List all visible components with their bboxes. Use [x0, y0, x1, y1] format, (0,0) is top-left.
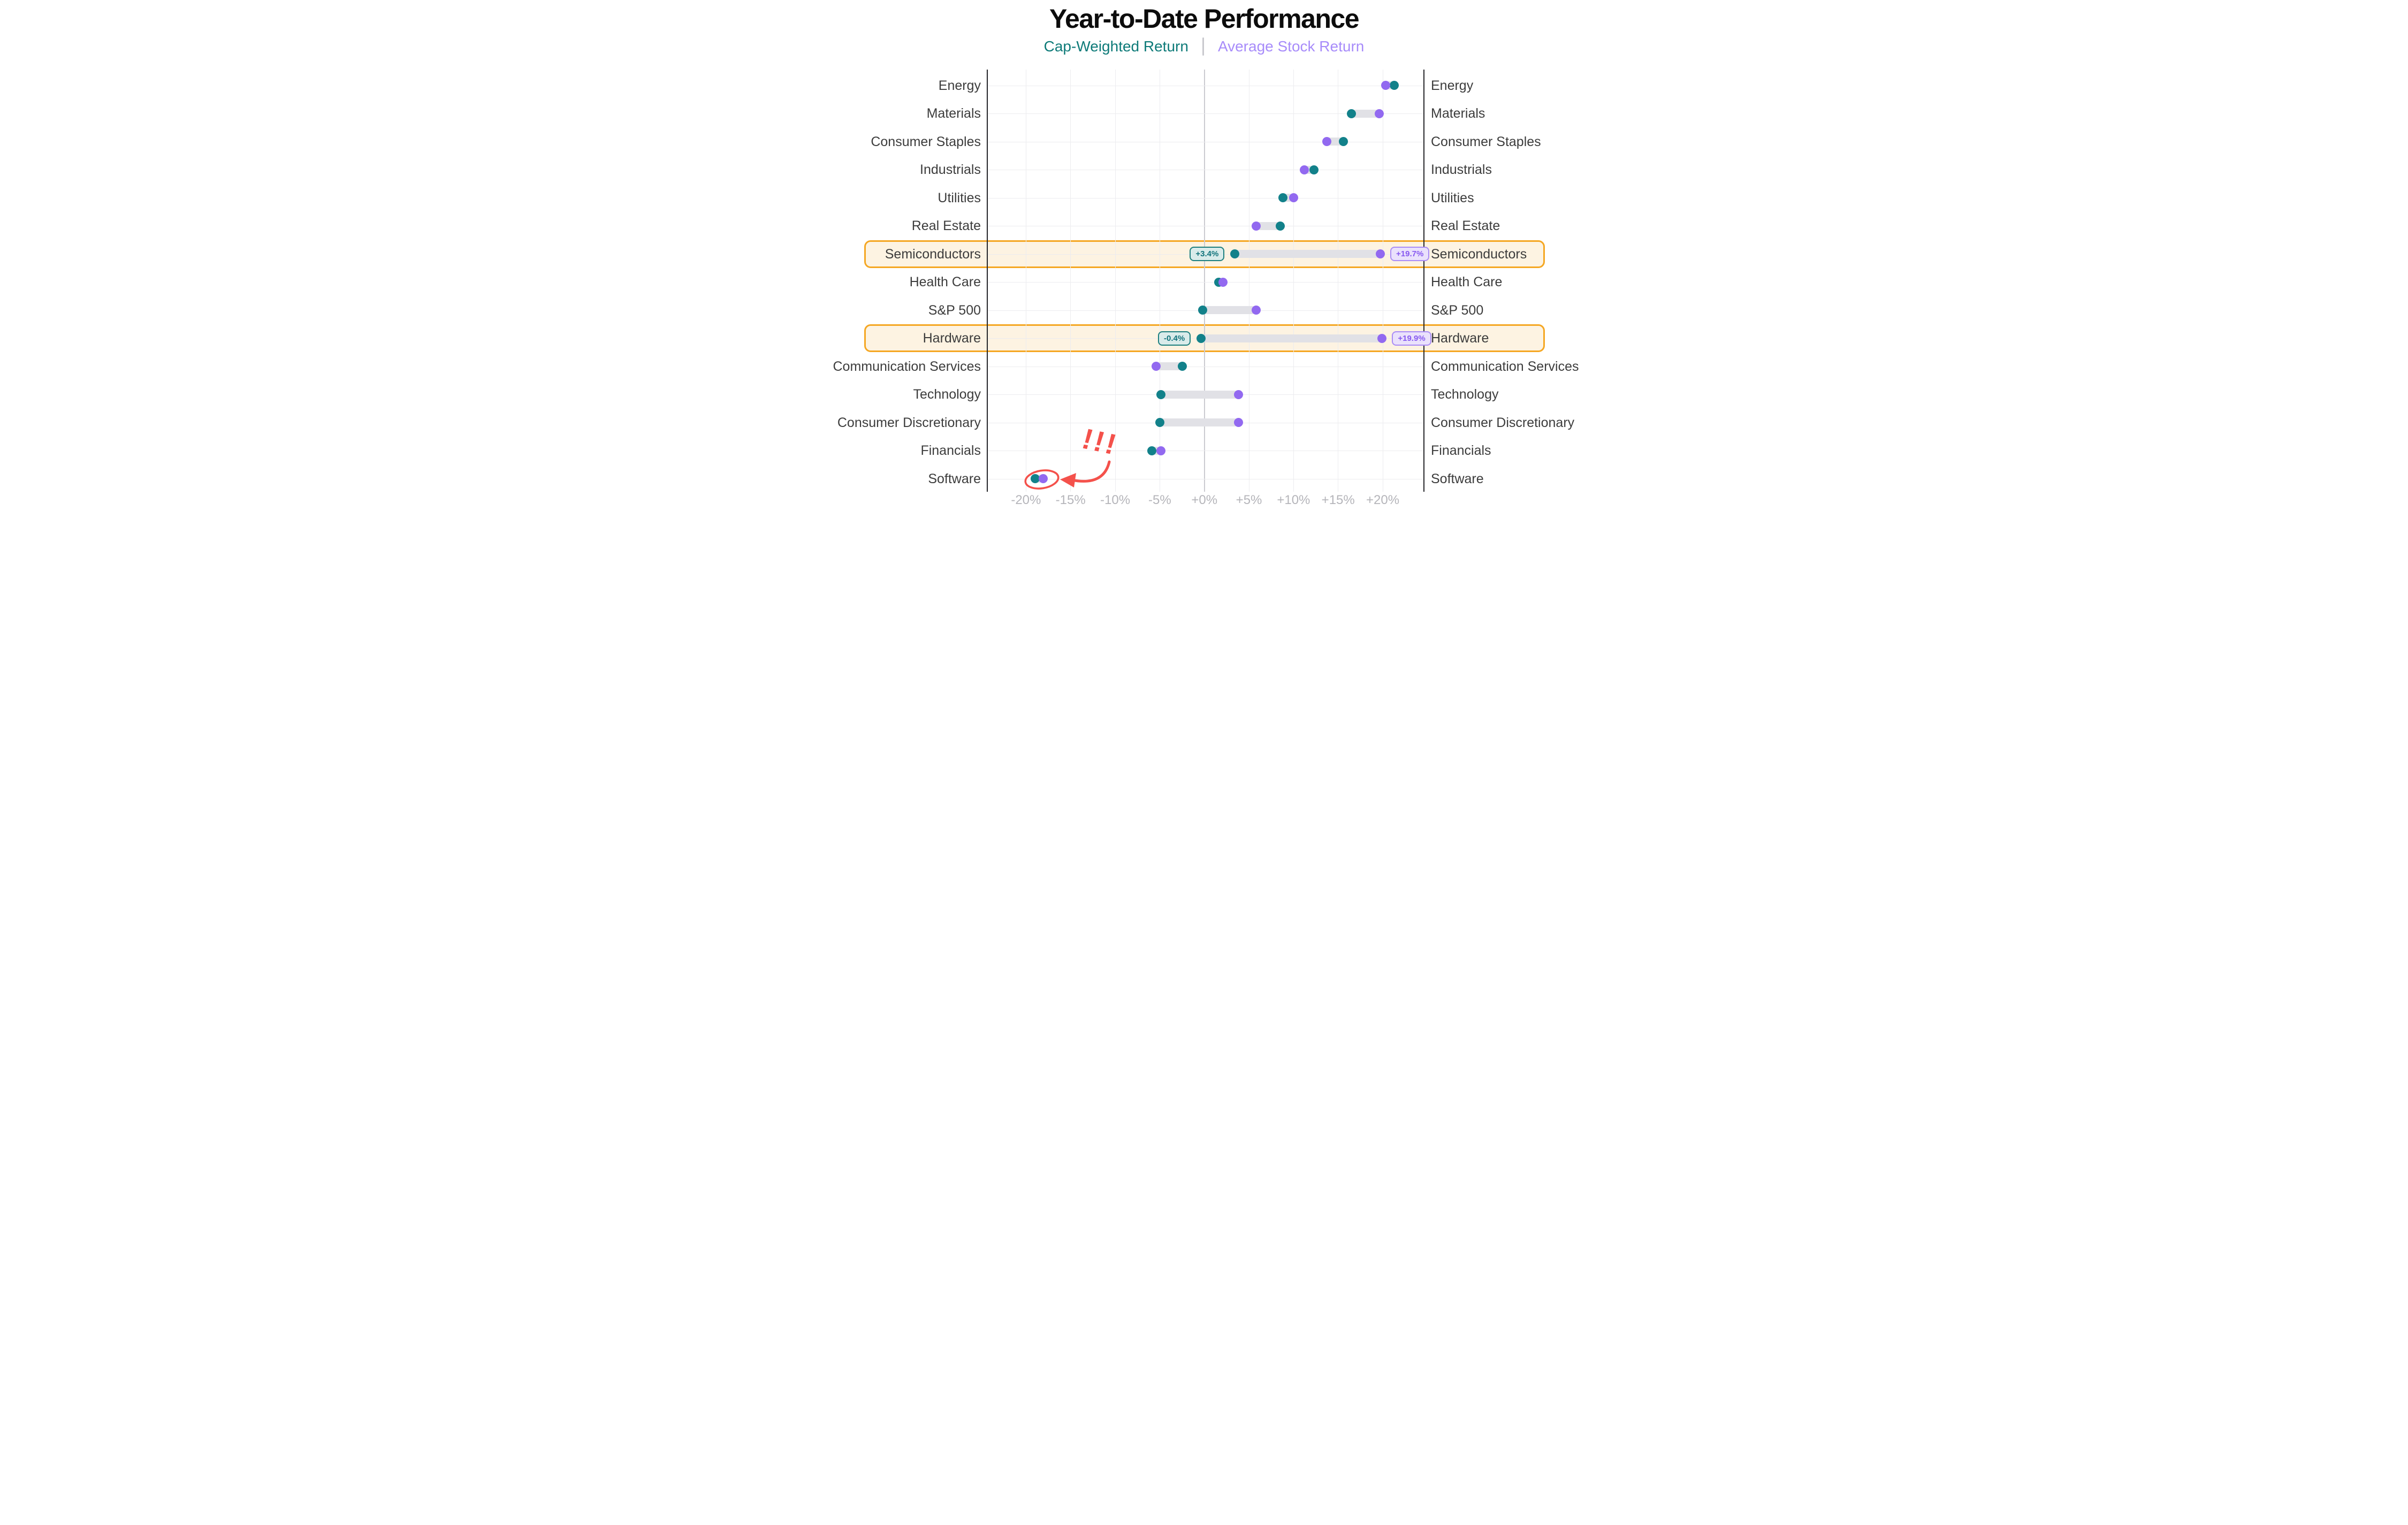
- cap-weighted-dot-technology[interactable]: [1156, 390, 1165, 399]
- sector-label-right-consumer-staples: Consumer Staples: [1431, 134, 1541, 149]
- sector-label-left-technology: Technology: [913, 387, 981, 402]
- plot-border-right: [1423, 70, 1424, 492]
- sector-label-left-utilities: Utilities: [938, 190, 981, 205]
- connector-bar-hardware: [1201, 334, 1382, 342]
- average-stock-dot-technology[interactable]: [1233, 390, 1243, 399]
- callout-average-stock-hardware: +19.9%: [1392, 331, 1431, 346]
- average-stock-dot-consumer-staples[interactable]: [1322, 137, 1331, 146]
- average-stock-dot-hardware[interactable]: [1377, 333, 1386, 343]
- callout-average-stock-semiconductors: +19.7%: [1390, 247, 1430, 261]
- average-stock-dot-utilities[interactable]: [1289, 193, 1298, 202]
- cap-weighted-dot-consumer-discretionary[interactable]: [1155, 418, 1164, 427]
- average-stock-dot-materials[interactable]: [1374, 109, 1384, 118]
- sector-label-left-industrials: Industrials: [920, 162, 981, 177]
- average-stock-dot-health-care[interactable]: [1218, 277, 1228, 287]
- sector-label-left-s-p-500: S&P 500: [928, 302, 981, 318]
- gridline-vertical: [1070, 70, 1071, 492]
- gridline-horizontal: [987, 113, 1424, 114]
- x-axis-tick: +15%: [1321, 493, 1355, 507]
- cap-weighted-dot-real-estate[interactable]: [1275, 221, 1285, 231]
- sector-label-left-financials: Financials: [920, 443, 981, 458]
- sector-label-right-utilities: Utilities: [1431, 190, 1474, 205]
- sector-label-left-health-care: Health Care: [909, 274, 981, 289]
- sector-label-right-real-estate: Real Estate: [1431, 218, 1500, 233]
- cap-weighted-dot-financials[interactable]: [1147, 446, 1156, 455]
- x-axis-tick: +5%: [1236, 493, 1262, 507]
- average-stock-dot-communication-services[interactable]: [1152, 362, 1161, 371]
- chart-title: Year-to-Date Performance: [1049, 4, 1360, 34]
- average-stock-dot-s-p-500[interactable]: [1251, 306, 1261, 315]
- sector-label-right-materials: Materials: [1431, 106, 1485, 121]
- callout-cap-weighted-semiconductors: +3.4%: [1190, 247, 1225, 261]
- sector-label-right-communication-services: Communication Services: [1431, 359, 1579, 374]
- x-axis-tick: +0%: [1191, 493, 1218, 507]
- sector-label-left-communication-services: Communication Services: [833, 359, 981, 374]
- average-stock-dot-semiconductors[interactable]: [1375, 249, 1385, 258]
- sector-label-right-industrials: Industrials: [1431, 162, 1492, 177]
- sector-label-left-materials: Materials: [926, 106, 981, 121]
- cap-weighted-dot-utilities[interactable]: [1278, 193, 1287, 202]
- connector-bar-s-p-500: [1202, 306, 1256, 314]
- cap-weighted-dot-hardware[interactable]: [1196, 333, 1206, 343]
- average-stock-dot-industrials[interactable]: [1299, 165, 1309, 174]
- connector-bar-communication-services: [1156, 362, 1183, 370]
- cap-weighted-dot-energy[interactable]: [1390, 81, 1399, 90]
- average-stock-dot-consumer-discretionary[interactable]: [1233, 418, 1243, 427]
- x-axis-tick: +20%: [1366, 493, 1400, 507]
- chart-legend: Cap-Weighted Return Average Stock Return: [803, 37, 1605, 56]
- x-axis-tick: -20%: [1011, 493, 1041, 507]
- sector-label-left-consumer-discretionary: Consumer Discretionary: [837, 415, 981, 430]
- sector-label-left-hardware: Hardware: [923, 331, 981, 346]
- sector-label-right-s-p-500: S&P 500: [1431, 302, 1484, 318]
- sector-label-left-real-estate: Real Estate: [911, 218, 981, 233]
- ytd-performance-chart: Year-to-Date Performance Cap-Weighted Re…: [803, 0, 1605, 508]
- cap-weighted-dot-consumer-staples[interactable]: [1339, 137, 1348, 146]
- gridline-horizontal: [987, 282, 1424, 283]
- connector-bar-real-estate: [1256, 222, 1281, 230]
- zero-gridline: [1203, 70, 1205, 492]
- legend-separator: [1202, 37, 1204, 56]
- x-axis-tick: -5%: [1148, 493, 1171, 507]
- sector-label-right-semiconductors: Semiconductors: [1431, 246, 1527, 262]
- sector-label-right-software: Software: [1431, 471, 1484, 486]
- connector-bar-semiconductors: [1235, 250, 1381, 258]
- cap-weighted-dot-materials[interactable]: [1347, 109, 1357, 118]
- average-stock-dot-energy[interactable]: [1381, 81, 1390, 90]
- connector-bar-consumer-discretionary: [1160, 418, 1239, 426]
- cap-weighted-dot-semiconductors[interactable]: [1230, 249, 1239, 258]
- callout-cap-weighted-hardware: -0.4%: [1158, 331, 1191, 346]
- connector-bar-materials: [1351, 109, 1380, 118]
- sector-label-left-consumer-staples: Consumer Staples: [871, 134, 981, 149]
- sector-label-right-energy: Energy: [1431, 78, 1474, 93]
- average-stock-dot-software[interactable]: [1038, 474, 1048, 483]
- plot-border-left: [987, 70, 988, 492]
- cap-weighted-dot-communication-services[interactable]: [1177, 362, 1187, 371]
- legend-cap-weighted[interactable]: Cap-Weighted Return: [1043, 38, 1188, 55]
- cap-weighted-dot-software[interactable]: [1030, 474, 1040, 483]
- exclamation-annotation: !!!: [1078, 423, 1122, 461]
- x-axis-tick: -10%: [1100, 493, 1131, 507]
- sector-label-right-financials: Financials: [1431, 443, 1491, 458]
- sector-label-left-energy: Energy: [938, 78, 981, 93]
- gridline-horizontal: [987, 197, 1424, 199]
- sector-label-right-consumer-discretionary: Consumer Discretionary: [1431, 415, 1575, 430]
- gridline-vertical: [1115, 70, 1116, 492]
- cap-weighted-dot-industrials[interactable]: [1309, 165, 1319, 174]
- sector-label-right-health-care: Health Care: [1431, 274, 1503, 289]
- gridline-vertical: [1293, 70, 1294, 492]
- connector-bar-technology: [1161, 390, 1239, 399]
- x-axis-tick: -15%: [1055, 493, 1086, 507]
- x-axis-tick: +10%: [1277, 493, 1310, 507]
- average-stock-dot-financials[interactable]: [1156, 446, 1165, 455]
- sector-label-left-software: Software: [928, 471, 981, 486]
- annotation-arrowhead: [1060, 473, 1076, 487]
- average-stock-dot-real-estate[interactable]: [1251, 221, 1261, 231]
- sector-label-left-semiconductors: Semiconductors: [885, 246, 981, 262]
- cap-weighted-dot-s-p-500[interactable]: [1198, 306, 1207, 315]
- sector-label-right-hardware: Hardware: [1431, 331, 1489, 346]
- legend-average-stock[interactable]: Average Stock Return: [1217, 38, 1365, 55]
- sector-label-right-technology: Technology: [1431, 387, 1499, 402]
